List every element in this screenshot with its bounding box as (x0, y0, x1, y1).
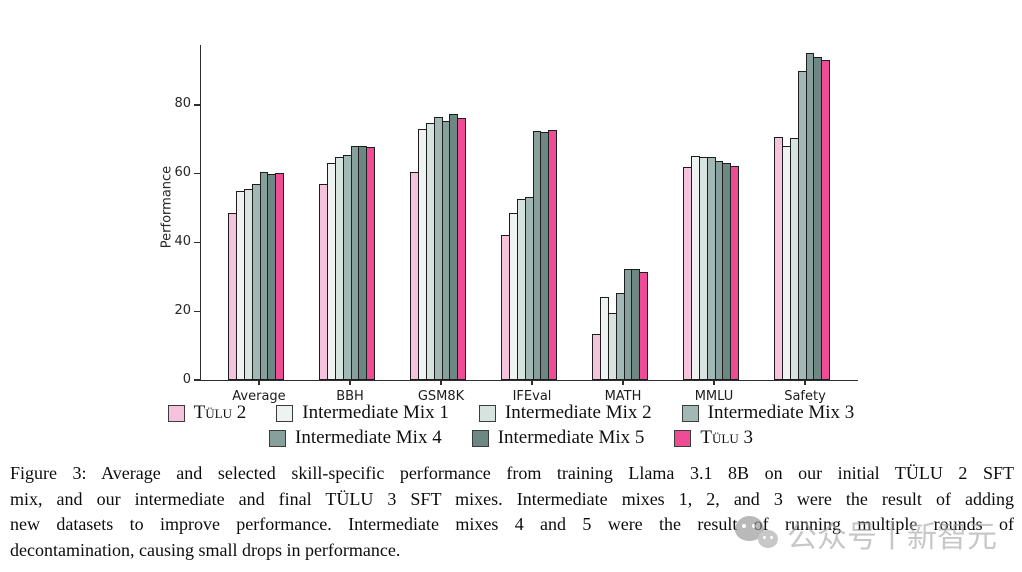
legend-swatch-t-lu-2 (167, 404, 185, 422)
x-tick-mark-safety (804, 380, 806, 385)
x-tick-mark-gsm8k (440, 380, 442, 385)
bar-group-bbh (319, 45, 381, 380)
x-tick-mark-mmlu (713, 380, 715, 385)
legend-label-intermediate-mix-5: Intermediate Mix 5 (497, 427, 645, 448)
bar-group-gsm8k (410, 45, 472, 380)
legend-item-t-lu-3: Tülu 3 (674, 427, 753, 449)
y-tick-label-0: 0 (182, 371, 191, 387)
legend-item-intermediate-mix-4: Intermediate Mix 4 (269, 427, 442, 449)
x-tick-mark-ifeval (531, 380, 533, 385)
category-label-gsm8k: GSM8K (417, 389, 465, 404)
legend-swatch-intermediate-mix-3 (681, 404, 699, 422)
bar-t-lu-3-ifeval (548, 129, 558, 380)
bar-group-average (228, 45, 290, 380)
legend-item-intermediate-mix-5: Intermediate Mix 5 (471, 427, 645, 449)
legend-swatch-intermediate-mix-1 (276, 404, 294, 422)
y-tick-label-80: 80 (174, 96, 191, 112)
caption-line-3: new datasets to improve performance. Int… (10, 514, 1014, 535)
bar-t-lu-3-safety (821, 59, 831, 380)
legend-label-intermediate-mix-3: Intermediate Mix 3 (707, 402, 855, 423)
legend-item-t-lu-2: Tülu 2 (167, 402, 247, 424)
category-label-bbh: BBH (336, 389, 364, 404)
bar-t-lu-3-bbh (366, 146, 376, 380)
legend-label-t-lu-2: Tülu 2 (193, 402, 247, 423)
y-tick-label-40: 40 (174, 233, 191, 249)
figure-caption: Figure 3: Average and selected skill-spe… (10, 461, 1014, 563)
legend-swatch-intermediate-mix-5 (471, 429, 489, 447)
y-tick-mark-40 (194, 241, 200, 244)
y-tick-mark-60 (194, 172, 200, 175)
y-tick-mark-80 (194, 104, 200, 106)
legend-label-t-lu-3: Tülu 3 (700, 427, 753, 448)
x-tick-mark-bbh (349, 380, 351, 385)
legend-label-intermediate-mix-4: Intermediate Mix 4 (295, 427, 442, 448)
legend-item-intermediate-mix-3: Intermediate Mix 3 (681, 402, 855, 424)
caption-line-2: mix, and our intermediate and final TÜLU… (10, 488, 1014, 509)
bar-t-lu-3-average (275, 173, 285, 380)
category-label-math: MATH (604, 389, 642, 404)
x-tick-mark-average (258, 380, 260, 385)
legend-swatch-intermediate-mix-2 (478, 404, 496, 422)
bar-group-ifeval (501, 45, 563, 380)
bar-t-lu-3-gsm8k (457, 117, 467, 380)
category-label-average: Average (232, 389, 286, 404)
plot-area: 0 20 40 60 80 Average BBH GSM8K IFEval MATH MMLU Sa… (174, 45, 858, 404)
legend-label-intermediate-mix-2: Intermediate Mix 2 (504, 402, 652, 423)
bar-group-math (592, 45, 654, 380)
bar-group-safety (774, 45, 836, 380)
legend-row-2: Intermediate Mix 4 Intermediate Mix 5 Tülu… (269, 427, 753, 449)
bar-t-lu-3-mmlu (730, 166, 740, 380)
caption-line-1: Figure 3: Average and selected skill-spe… (10, 463, 1014, 483)
category-label-safety: Safety (784, 389, 826, 404)
y-tick-label-20: 20 (174, 302, 191, 318)
legend-label-intermediate-mix-1: Intermediate Mix 1 (302, 402, 449, 423)
legend-swatch-t-lu-3 (674, 429, 692, 447)
y-tick-label-60: 60 (174, 165, 191, 181)
y-tick-mark-20 (194, 310, 200, 312)
chart-legend: Tülu 2 Intermediate Mix 1 Intermediate Mix… (0, 402, 1022, 449)
category-label-mmlu: MMLU (694, 389, 734, 404)
legend-row-1: Tülu 2 Intermediate Mix 1 Intermediate Mix… (167, 402, 855, 424)
legend-swatch-intermediate-mix-4 (269, 429, 287, 447)
bar-t-lu-3-math (639, 271, 649, 380)
x-tick-mark-math (622, 380, 624, 385)
bar-group-mmlu (683, 45, 745, 380)
legend-item-intermediate-mix-2: Intermediate Mix 2 (478, 402, 652, 424)
y-tick-mark-0 (194, 379, 200, 381)
category-label-ifeval: IFEval (512, 389, 552, 404)
legend-item-intermediate-mix-1: Intermediate Mix 1 (276, 402, 449, 424)
caption-line-4: decontamination, causing small drops in … (10, 539, 401, 560)
